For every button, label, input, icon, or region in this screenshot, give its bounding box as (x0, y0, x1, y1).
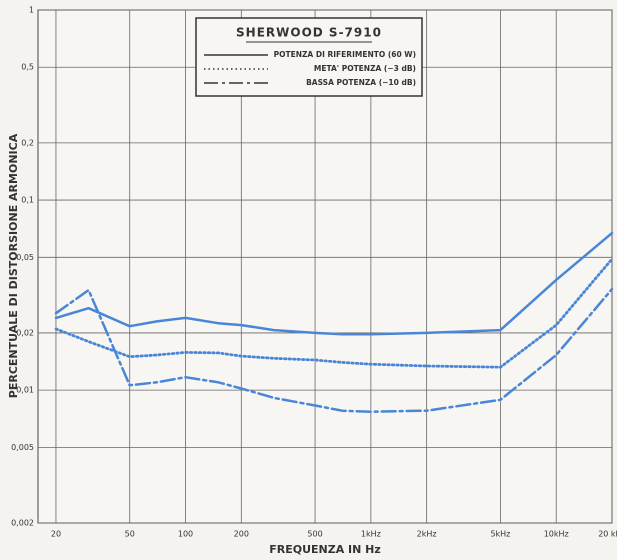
chart-title: SHERWOOD S-7910 (236, 26, 382, 40)
y-tick-label: 0,005 (11, 443, 34, 452)
x-tick-label: 50 (125, 530, 135, 539)
y-tick-label: 0,002 (11, 519, 34, 528)
x-tick-label: 20 (51, 530, 61, 539)
x-tick-label: 5kHz (490, 530, 510, 539)
y-tick-label: 0,1 (21, 196, 34, 205)
y-tick-label: 1 (29, 6, 34, 15)
y-tick-label: 0,05 (16, 253, 34, 262)
legend-label: META' POTENZA (−3 dB) (314, 64, 416, 73)
x-tick-label: 20 kHz (598, 530, 617, 539)
series-line (54, 257, 614, 369)
x-tick-label: 100 (178, 530, 193, 539)
y-tick-label: 0,01 (16, 386, 34, 395)
legend-label: BASSA POTENZA (−10 dB) (306, 78, 416, 87)
y-tick-label: 0,2 (21, 138, 34, 147)
series-line (54, 287, 614, 413)
y-tick-label: 0,5 (21, 63, 34, 72)
y-tick-label: 0,02 (16, 328, 34, 337)
legend-label: POTENZA DI RIFERIMENTO (60 W) (274, 50, 416, 59)
series-line (54, 231, 614, 336)
x-tick-label: 1kHz (361, 530, 381, 539)
y-axis-label: PERCENTUALE DI DISTORSIONE ARMONICA (7, 133, 20, 398)
x-tick-label: 200 (234, 530, 249, 539)
x-tick-label: 2kHz (417, 530, 437, 539)
x-axis-label: FREQUENZA IN Hz (269, 543, 381, 556)
x-tick-label: 10kHz (544, 530, 569, 539)
x-tick-label: 500 (307, 530, 322, 539)
